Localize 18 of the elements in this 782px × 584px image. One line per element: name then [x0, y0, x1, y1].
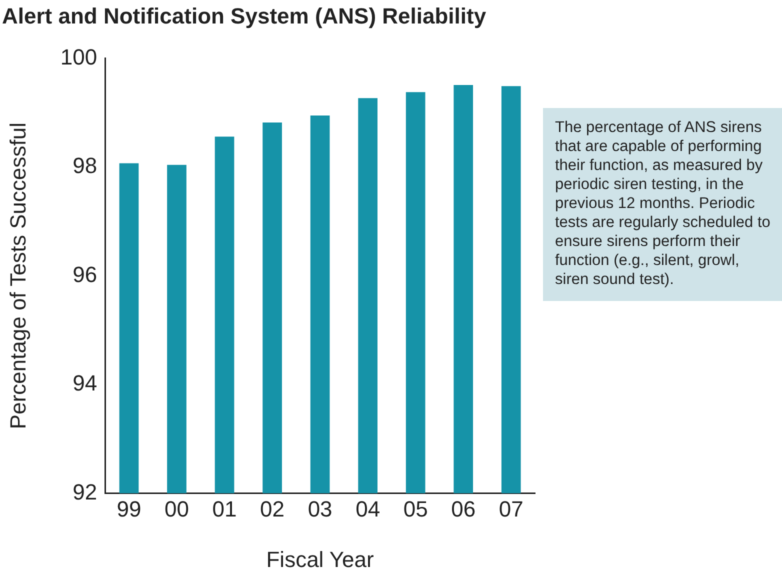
chart-title: Alert and Notification System (ANS) Reliability	[2, 3, 487, 28]
x-tick-label: 99	[116, 496, 142, 522]
x-axis-title: Fiscal Year	[266, 546, 374, 572]
x-tick-label: 05	[403, 496, 428, 522]
y-tick-label: 92	[72, 479, 98, 504]
x-tick-label: 07	[498, 496, 524, 522]
x-tick-label: 00	[164, 496, 189, 522]
y-tick-label: 100	[60, 44, 98, 70]
y-tick-label: 96	[72, 262, 98, 287]
x-tick-label: 06	[451, 496, 476, 522]
y-axis-title: Percentage of Tests Successful	[5, 122, 30, 430]
y-tick-label: 94	[72, 370, 98, 396]
x-tick-label: 02	[260, 496, 285, 522]
x-tick-label: 03	[308, 496, 332, 522]
x-tick-label: 04	[356, 496, 380, 522]
text: The percentage of ANS sirens that are capable of performing their function, as measured by periodic siren testing, in the previous 12 months. Periodic tests are regularly scheduled to ensure sirens perform their function (e.g., silent, growl, siren sound test).	[555, 119, 770, 288]
x-tick-label: 01	[212, 496, 237, 522]
y-tick-label: 98	[72, 153, 98, 178]
